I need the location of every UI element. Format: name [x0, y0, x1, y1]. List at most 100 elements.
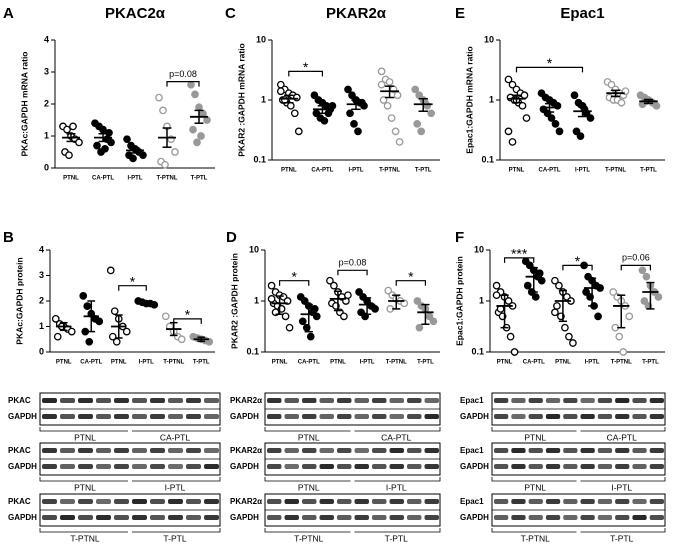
data-point	[492, 291, 501, 300]
blot-band	[563, 448, 578, 453]
data-point	[203, 116, 211, 124]
blot-band	[528, 499, 543, 504]
blot-row-label: GAPDH	[8, 462, 37, 471]
x-tick-label: CA-PTL	[539, 168, 561, 174]
blot-group-label: I-PTL	[386, 482, 407, 492]
blot-row-label: PKAC	[8, 396, 31, 405]
blot-group-label: T-PTL	[610, 533, 633, 543]
blot-band	[319, 499, 334, 504]
blot-band	[60, 499, 75, 504]
data-point	[348, 91, 356, 100]
data-point	[51, 314, 60, 323]
data-point	[65, 151, 73, 160]
data-point	[504, 127, 513, 136]
blot-band	[337, 398, 352, 403]
blot-band	[545, 448, 561, 453]
y-tick-label: 0.1	[471, 346, 484, 356]
significance-bracket	[288, 70, 323, 77]
data-point	[199, 109, 207, 118]
blot-band	[580, 398, 595, 403]
data-point	[150, 300, 159, 309]
chart-title: Epac1	[560, 5, 604, 22]
data-point	[570, 91, 579, 100]
y-axis-label: PKAc:GAPDH protein	[14, 257, 24, 344]
blot-band	[615, 398, 630, 403]
blot-band	[42, 499, 57, 504]
blot-row-label: GAPDH	[230, 462, 259, 471]
data-point	[328, 101, 337, 110]
blot-band	[563, 414, 578, 419]
blot-band	[407, 414, 422, 419]
x-tick-label: T-PTL	[191, 176, 208, 182]
blot-band	[42, 464, 57, 469]
blot-band	[545, 414, 561, 419]
blot-band	[649, 398, 664, 403]
significance-label: ***	[511, 246, 528, 262]
data-point	[594, 312, 602, 321]
y-tick-label: 3	[44, 66, 49, 76]
blot-band	[632, 464, 647, 469]
data-point	[112, 337, 121, 346]
blot-band	[389, 414, 404, 419]
blot-group-label: CA-PTL	[607, 432, 638, 442]
x-tick-label: I-PTL	[128, 176, 143, 182]
blot-band	[42, 515, 57, 520]
blot-band	[407, 464, 422, 469]
blot-band	[78, 398, 93, 403]
blot-band	[528, 414, 543, 419]
data-point	[654, 293, 663, 301]
group-bracket	[39, 477, 221, 482]
blot-band	[132, 499, 147, 504]
blot-band	[60, 398, 75, 403]
x-tick-label: I-PTL	[139, 360, 154, 366]
blot-band	[150, 499, 165, 504]
blot-band	[319, 414, 334, 419]
blot-band	[186, 448, 201, 453]
y-tick-label: 0	[44, 162, 49, 172]
x-tick-label: PTNL	[509, 168, 525, 174]
blot-band	[632, 448, 647, 453]
blot-band	[337, 414, 352, 419]
y-tick-label: 10	[256, 34, 266, 44]
blot-band	[632, 398, 647, 403]
data-point	[281, 312, 290, 321]
data-point	[69, 122, 77, 131]
blot-band	[204, 464, 219, 469]
data-point	[326, 276, 334, 285]
data-point	[108, 332, 117, 341]
blot-band	[580, 515, 595, 520]
blot-group-label: PTNL	[524, 432, 546, 442]
blot-band	[42, 448, 57, 453]
blot-band	[372, 448, 387, 453]
blot-band	[168, 398, 183, 403]
blot-band	[78, 448, 93, 453]
data-point	[504, 297, 513, 305]
y-tick-label: 1	[44, 130, 49, 140]
data-point	[537, 276, 546, 285]
group-bracket	[264, 528, 441, 533]
y-tick-label: 10	[474, 244, 484, 254]
data-point	[171, 148, 179, 156]
blot-band	[42, 414, 57, 419]
blot-band	[204, 414, 219, 419]
blot-band	[545, 464, 561, 469]
blot-band	[649, 464, 664, 469]
blot-band	[424, 464, 439, 469]
data-point	[652, 101, 661, 110]
blot-band	[649, 499, 664, 504]
significance-label: p=0.08	[169, 69, 197, 79]
blot-group-label: T-PTNL	[70, 533, 100, 543]
blot-band	[563, 398, 578, 403]
blot-band	[632, 414, 647, 419]
data-point	[619, 348, 628, 356]
data-point	[285, 323, 294, 332]
x-tick-label: PTNL	[272, 360, 288, 366]
blot-row-label: GAPDH	[460, 412, 489, 421]
x-tick-label: T-PTL	[417, 360, 434, 366]
blot-band	[168, 515, 183, 520]
data-point	[395, 138, 404, 146]
x-tick-label: T-PTL	[415, 168, 432, 174]
blot-band	[186, 398, 201, 403]
x-tick-label: T-PTL	[640, 168, 657, 174]
data-point	[504, 75, 513, 84]
